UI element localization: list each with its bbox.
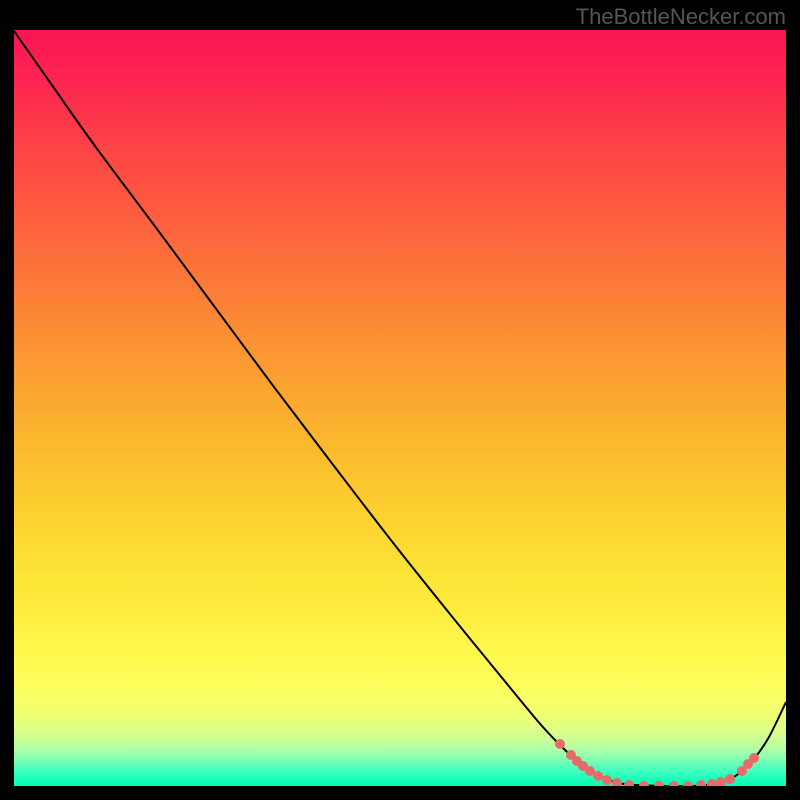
curve-marker [725,774,735,784]
curve-marker [555,739,565,749]
chart-svg [14,30,786,786]
curve-marker [593,771,603,781]
curve-marker [602,775,612,785]
watermark-text: TheBottleNecker.com [576,4,786,30]
chart-background [14,30,786,786]
chart-plot-area [14,30,786,786]
curve-marker [749,753,759,763]
